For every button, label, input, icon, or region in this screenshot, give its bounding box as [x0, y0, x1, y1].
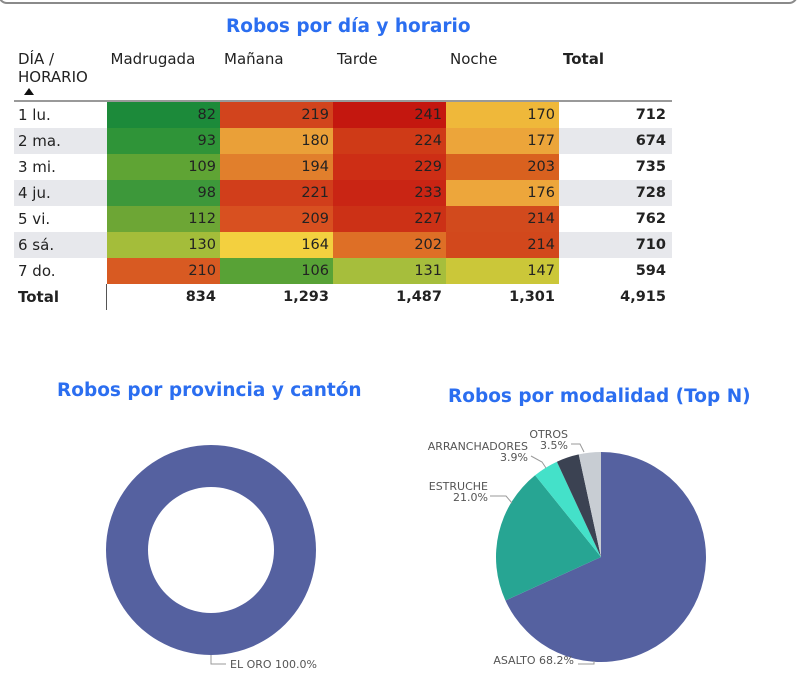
row-label: 7 do.: [18, 262, 56, 280]
heat-cell: 93: [106, 128, 220, 154]
column-header-madrugada[interactable]: Madrugada: [110, 50, 196, 68]
totals-label: Total: [14, 284, 107, 310]
heat-cell: 177: [446, 128, 559, 154]
heat-cell: 180: [220, 128, 333, 154]
row-label: 5 vi.: [18, 210, 51, 228]
pie-slice-label: 3.5%: [540, 439, 568, 452]
row-total: 762: [635, 211, 666, 227]
province-chart-title: Robos por provincia y cantón: [57, 380, 362, 401]
pie-slice-label: ARRANCHADORES: [428, 440, 528, 453]
matrix-header-row: DÍA / HORARIO Madrugada Mañana Tarde Noc…: [14, 44, 672, 101]
row-total: 735: [635, 159, 666, 175]
pie-slice-label: OTROS: [529, 428, 568, 441]
table-row: 2 ma. 93 180 224 177 674: [14, 128, 672, 154]
heat-cell: 82: [106, 101, 220, 128]
heat-cell: 147: [446, 258, 559, 284]
robbery-matrix-table: DÍA / HORARIO Madrugada Mañana Tarde Noc…: [14, 44, 672, 310]
pie-leader-line: [571, 443, 585, 453]
row-label: 2 ma.: [14, 128, 107, 154]
donut-slice-label: EL ORO 100.0%: [230, 658, 317, 671]
row-header-line1: DÍA /: [18, 50, 55, 68]
heat-cell: 214: [446, 232, 559, 258]
heat-cell: 209: [220, 206, 333, 232]
heat-cell: 106: [220, 258, 333, 284]
matrix-title: Robos por día y horario: [226, 16, 471, 37]
column-header-noche[interactable]: Noche: [450, 50, 498, 68]
pie-slice-estruche[interactable]: [495, 475, 601, 601]
heat-cell: 176: [446, 180, 559, 206]
heat-cell: 112: [106, 206, 220, 232]
heat-cell: 224: [333, 128, 446, 154]
table-row: 4 ju. 98 221 233 176 728: [14, 180, 672, 206]
column-header-total[interactable]: Total: [563, 50, 604, 68]
heat-cell: 130: [106, 232, 220, 258]
heat-cell: 202: [333, 232, 446, 258]
donut-slice-el-oro[interactable]: [105, 445, 316, 656]
heat-cell: 221: [220, 180, 333, 206]
heat-cell: 241: [333, 101, 446, 128]
province-donut-chart: EL ORO 100.0%: [105, 445, 317, 671]
pie-slice-label: ASALTO 68.2%: [493, 654, 574, 667]
row-header[interactable]: DÍA / HORARIO: [14, 44, 107, 101]
row-total: 710: [559, 232, 672, 258]
pie-slice-asalto[interactable]: [505, 452, 706, 662]
column-total: 834: [185, 289, 216, 305]
heat-cell: 131: [333, 258, 446, 284]
row-total: 594: [635, 263, 666, 279]
table-row: 1 lu. 82 219 241 170 712: [14, 101, 672, 128]
table-row: 5 vi. 112 209 227 214 762: [14, 206, 672, 232]
modality-pie-chart: ASALTO 68.2%ESTRUCHE21.0%ARRANCHADORES3.…: [428, 428, 706, 667]
grand-total: 4,915: [620, 289, 666, 305]
modality-chart-title: Robos por modalidad (Top N): [448, 386, 751, 407]
heat-cell: 164: [220, 232, 333, 258]
heat-cell: 98: [106, 180, 220, 206]
sort-ascending-icon[interactable]: [24, 88, 34, 95]
heat-cell: 227: [333, 206, 446, 232]
pie-slice[interactable]: [578, 452, 601, 557]
heat-cell: 219: [220, 101, 333, 128]
pie-slice-label: ESTRUCHE: [429, 480, 488, 493]
pie-leader-line: [578, 661, 595, 665]
pie-leader-line: [530, 455, 547, 469]
donut-leader-line: [210, 655, 226, 665]
row-total: 728: [559, 180, 672, 206]
column-total: 1,301: [509, 289, 555, 305]
heat-cell: 214: [446, 206, 559, 232]
pie-slice-label: 21.0%: [453, 491, 488, 504]
row-label: 3 mi.: [18, 158, 56, 176]
table-row: 3 mi. 109 194 229 203 735: [14, 154, 672, 180]
heat-cell: 233: [333, 180, 446, 206]
heat-cell: 194: [220, 154, 333, 180]
row-header-line2: HORARIO: [18, 68, 88, 86]
column-header-manana[interactable]: Mañana: [224, 50, 284, 68]
heat-cell: 109: [106, 154, 220, 180]
row-total: 712: [635, 107, 666, 123]
column-total: 1,293: [283, 289, 329, 305]
pie-slice-arranchadores[interactable]: [535, 461, 601, 557]
row-total: 674: [559, 128, 672, 154]
heat-cell: 203: [446, 154, 559, 180]
row-label: 4 ju.: [14, 180, 107, 206]
heat-cell: 170: [446, 101, 559, 128]
pie-leader-line: [490, 495, 513, 504]
column-header-tarde[interactable]: Tarde: [337, 50, 378, 68]
heat-cell: 210: [106, 258, 220, 284]
pie-slice-otros[interactable]: [556, 454, 601, 557]
totals-row: Total 834 1,293 1,487 1,301 4,915: [14, 284, 672, 310]
pie-slice-label: 3.9%: [500, 451, 528, 464]
row-label: 6 sá.: [14, 232, 107, 258]
row-label: 1 lu.: [18, 106, 51, 124]
table-row: 7 do. 210 106 131 147 594: [14, 258, 672, 284]
table-row: 6 sá. 130 164 202 214 710: [14, 232, 672, 258]
heat-cell: 229: [333, 154, 446, 180]
column-total: 1,487: [396, 289, 442, 305]
